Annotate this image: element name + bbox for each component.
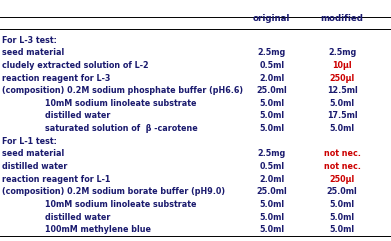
Text: saturated solution of  β -carotene: saturated solution of β -carotene: [45, 124, 198, 133]
Text: 12.5ml: 12.5ml: [327, 86, 357, 95]
Text: seed material: seed material: [2, 149, 64, 158]
Text: 10mM sodium linoleate substrate: 10mM sodium linoleate substrate: [45, 200, 196, 209]
Text: reaction reagent for L-3: reaction reagent for L-3: [2, 74, 110, 82]
Text: 5.0ml: 5.0ml: [259, 124, 284, 133]
Text: (composition) 0.2M sodium borate buffer (pH9.0): (composition) 0.2M sodium borate buffer …: [2, 187, 225, 196]
Text: 5.0ml: 5.0ml: [330, 124, 355, 133]
Text: 5.0ml: 5.0ml: [330, 213, 355, 222]
Text: 100mM methylene blue: 100mM methylene blue: [45, 225, 151, 234]
Text: 250μl: 250μl: [330, 74, 355, 82]
Text: distilled water: distilled water: [45, 112, 110, 120]
Text: not nec.: not nec.: [324, 149, 361, 158]
Text: 5.0ml: 5.0ml: [330, 200, 355, 209]
Text: reaction reagent for L-1: reaction reagent for L-1: [2, 175, 110, 184]
Text: 2.0ml: 2.0ml: [259, 74, 284, 82]
Text: modified: modified: [321, 13, 364, 23]
Text: For L-1 test:: For L-1 test:: [2, 137, 57, 146]
Text: 10μl: 10μl: [332, 61, 352, 70]
Text: original: original: [253, 13, 291, 23]
Text: 5.0ml: 5.0ml: [330, 225, 355, 234]
Text: 250μl: 250μl: [330, 175, 355, 184]
Text: 25.0ml: 25.0ml: [327, 187, 357, 196]
Text: seed material: seed material: [2, 48, 64, 57]
Text: 2.5mg: 2.5mg: [258, 149, 286, 158]
Text: 0.5ml: 0.5ml: [259, 162, 284, 171]
Text: 5.0ml: 5.0ml: [259, 112, 284, 120]
Text: cludely extracted solution of L-2: cludely extracted solution of L-2: [2, 61, 149, 70]
Text: (composition) 0.2M sodium phosphate buffer (pH6.6): (composition) 0.2M sodium phosphate buff…: [2, 86, 243, 95]
Text: 2.0ml: 2.0ml: [259, 175, 284, 184]
Text: 2.5mg: 2.5mg: [328, 48, 356, 57]
Text: 2.5mg: 2.5mg: [258, 48, 286, 57]
Text: 5.0ml: 5.0ml: [330, 99, 355, 108]
Text: distilled water: distilled water: [2, 162, 67, 171]
Text: 5.0ml: 5.0ml: [259, 213, 284, 222]
Text: 5.0ml: 5.0ml: [259, 99, 284, 108]
Text: 5.0ml: 5.0ml: [259, 225, 284, 234]
Text: 25.0ml: 25.0ml: [256, 187, 287, 196]
Text: distilled water: distilled water: [45, 213, 110, 222]
Text: 10mM sodium linoleate substrate: 10mM sodium linoleate substrate: [45, 99, 196, 108]
Text: For L-3 test:: For L-3 test:: [2, 36, 57, 45]
Text: 5.0ml: 5.0ml: [259, 200, 284, 209]
Text: 25.0ml: 25.0ml: [256, 86, 287, 95]
Text: 0.5ml: 0.5ml: [259, 61, 284, 70]
Text: not nec.: not nec.: [324, 162, 361, 171]
Text: 17.5ml: 17.5ml: [327, 112, 357, 120]
